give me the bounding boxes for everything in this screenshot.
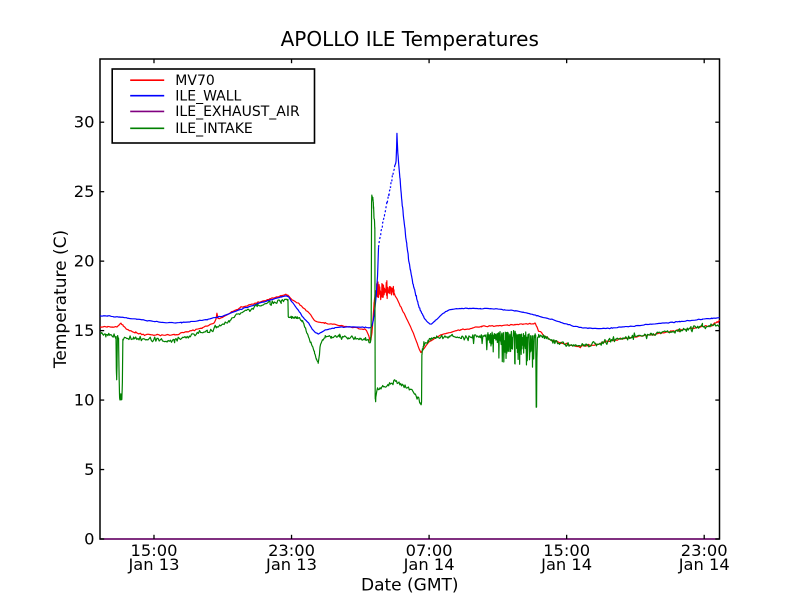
y-tick-label: 30 [74,113,95,132]
y-tick-label: 15 [74,321,95,340]
x-tick-label-time: 15:00 [131,541,178,560]
series-line-ILE_INTAKE [99,194,720,408]
chart-title: APOLLO ILE Temperatures [281,27,539,51]
legend-label-ILE_EXHAUST_AIR: ILE_EXHAUST_AIR [175,104,300,120]
x-tick-label-time: 23:00 [681,541,728,560]
y-axis-label: Temperature (C) [51,230,71,369]
legend-label-MV70: MV70 [175,73,214,89]
y-tick-label: 5 [84,460,94,479]
x-tick-label-date: Jan 13 [127,555,179,574]
y-tick-label: 0 [84,530,94,549]
legend-box [111,68,316,144]
x-tick-label-date: Jan 14 [678,555,730,574]
legend-entry: ILE_INTAKE [130,121,253,137]
series-line-ILE_WALL [99,247,380,335]
x-tick-label-time: 07:00 [406,541,453,560]
x-axis-label: Date (GMT) [361,576,459,596]
legend-entry: ILE_WALL [130,89,242,105]
legend-entry: MV70 [130,73,215,89]
y-tick-label: 25 [74,182,95,201]
x-tick-label-date: Jan 14 [540,555,592,574]
x-tick-label-date: Jan 13 [265,555,317,574]
series-line-ILE_WALL [393,132,720,330]
legend-label-ILE_INTAKE: ILE_INTAKE [175,121,252,137]
legend-entry: ILE_EXHAUST_AIR [130,104,300,120]
series-line-ILE_WALL [377,167,396,248]
x-tick-label-time: 15:00 [543,541,590,560]
legend-label-ILE_WALL: ILE_WALL [175,89,241,105]
x-tick-label-time: 23:00 [268,541,315,560]
y-tick-label: 10 [74,391,95,410]
axis-ticks [100,59,720,540]
series-lines [99,132,721,540]
x-tick-label-date: Jan 14 [403,555,455,574]
y-tick-label: 20 [74,252,95,271]
